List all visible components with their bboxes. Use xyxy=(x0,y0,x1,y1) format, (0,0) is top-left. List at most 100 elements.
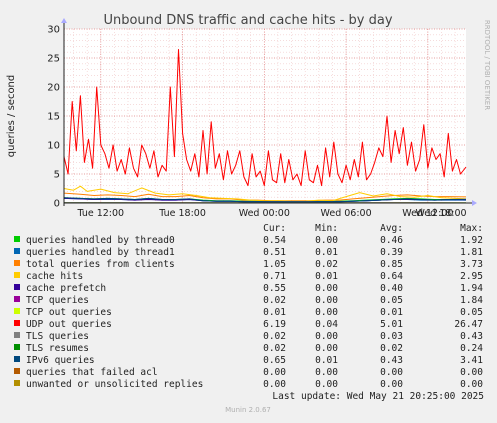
y-tick-label: 25 xyxy=(47,54,60,65)
legend-swatch xyxy=(14,260,20,266)
legend-series-name: cache hits xyxy=(26,271,83,282)
munin-version: Munin 2.0.67 xyxy=(225,406,271,414)
legend-value: 0.00 xyxy=(315,295,338,306)
x-tick-label: Wed 00:00 xyxy=(239,208,290,219)
legend-column-header: Cur: xyxy=(263,223,286,234)
legend-series-name: unwanted or unsolicited replies xyxy=(26,379,203,390)
x-axis-arrow xyxy=(472,200,477,206)
legend-value: 26.47 xyxy=(454,319,483,330)
legend-swatch xyxy=(14,356,20,362)
legend-value: 0.02 xyxy=(380,343,403,354)
legend-value: 0.64 xyxy=(380,271,403,282)
legend-swatch xyxy=(14,380,20,386)
legend-value: 6.19 xyxy=(263,319,286,330)
legend-value: 0.00 xyxy=(315,343,338,354)
legend-value: 0.04 xyxy=(315,319,338,330)
y-tick-label: 0 xyxy=(54,199,60,210)
legend-series-name: total queries from clients xyxy=(26,259,175,270)
legend-value: 0.51 xyxy=(263,247,286,258)
y-tick-label: 20 xyxy=(47,83,60,94)
legend-swatch xyxy=(14,368,20,374)
legend: Cur: Min: Avg: Max: queries handled by threa… xyxy=(14,223,483,390)
legend-value: 0.46 xyxy=(380,235,403,246)
legend-series-name: queries that failed acl xyxy=(26,367,158,378)
legend-value: 0.24 xyxy=(460,343,483,354)
legend-value: 1.94 xyxy=(460,283,483,294)
legend-value: 0.43 xyxy=(380,355,403,366)
legend-series-name: IPv6 queries xyxy=(26,355,95,366)
legend-value: 3.73 xyxy=(460,259,483,270)
legend-value: 0.00 xyxy=(315,379,338,390)
legend-series-name: TLS resumes xyxy=(26,343,89,354)
legend-swatch xyxy=(14,248,20,254)
legend-value: 0.01 xyxy=(315,271,338,282)
y-tick-label: 30 xyxy=(47,25,60,36)
legend-value: 0.05 xyxy=(380,295,403,306)
legend-value: 1.92 xyxy=(460,235,483,246)
x-tick-label: Wed 18:00 xyxy=(415,208,466,219)
legend-value: 0.01 xyxy=(315,247,338,258)
legend-swatch xyxy=(14,296,20,302)
legend-value: 0.05 xyxy=(460,307,483,318)
legend-series-name: TLS queries xyxy=(26,331,89,342)
legend-value: 0.39 xyxy=(380,247,403,258)
legend-value: 0.54 xyxy=(263,235,286,246)
x-tick-label: Tue 12:00 xyxy=(76,208,124,219)
y-axis-arrow xyxy=(61,18,67,23)
x-tick-label: Wed 06:00 xyxy=(321,208,372,219)
legend-swatch xyxy=(14,320,20,326)
legend-value: 5.01 xyxy=(380,319,403,330)
legend-value: 0.02 xyxy=(263,331,286,342)
legend-column-header: Min: xyxy=(315,223,338,234)
legend-series-name: queries handled by thread0 xyxy=(26,235,175,246)
legend-series-name: TCP out queries xyxy=(26,307,112,318)
legend-series-name: cache prefetch xyxy=(26,283,106,294)
y-tick-label: 10 xyxy=(47,141,60,152)
legend-value: 0.85 xyxy=(380,259,403,270)
legend-value: 0.43 xyxy=(460,331,483,342)
legend-value: 0.02 xyxy=(315,259,338,270)
legend-value: 0.00 xyxy=(315,235,338,246)
legend-value: 0.00 xyxy=(460,379,483,390)
legend-value: 0.55 xyxy=(263,283,286,294)
legend-value: 0.00 xyxy=(380,379,403,390)
legend-value: 0.00 xyxy=(263,379,286,390)
legend-value: 1.05 xyxy=(263,259,286,270)
last-update: Last update: Wed May 21 20:25:00 2025 xyxy=(272,391,484,402)
legend-value: 0.02 xyxy=(263,343,286,354)
legend-swatch xyxy=(14,344,20,350)
legend-series-name: TCP queries xyxy=(26,295,89,306)
legend-series-name: queries handled by thread1 xyxy=(26,247,175,258)
legend-value: 0.02 xyxy=(263,295,286,306)
legend-value: 0.00 xyxy=(263,367,286,378)
legend-value: 0.00 xyxy=(460,367,483,378)
x-tick-label: Tue 18:00 xyxy=(158,208,206,219)
y-tick-label: 5 xyxy=(54,170,60,181)
y-axis-label: queries / second xyxy=(6,75,17,157)
legend-value: 1.81 xyxy=(460,247,483,258)
legend-swatch xyxy=(14,308,20,314)
y-tick-label: 15 xyxy=(47,112,60,123)
legend-swatch xyxy=(14,272,20,278)
rrdtool-side-label: RRDTOOL / TOBI OETIKER xyxy=(483,20,491,110)
legend-value: 0.03 xyxy=(380,331,403,342)
legend-value: 0.40 xyxy=(380,283,403,294)
legend-value: 0.00 xyxy=(315,367,338,378)
legend-swatch xyxy=(14,332,20,338)
legend-value: 3.41 xyxy=(460,355,483,366)
legend-value: 2.95 xyxy=(460,271,483,282)
legend-value: 1.84 xyxy=(460,295,483,306)
legend-series-name: UDP out queries xyxy=(26,319,112,330)
legend-value: 0.00 xyxy=(380,367,403,378)
legend-column-header: Max: xyxy=(460,223,483,234)
legend-swatch xyxy=(14,284,20,290)
legend-column-header: Avg: xyxy=(380,223,403,234)
legend-swatch xyxy=(14,236,20,242)
legend-value: 0.01 xyxy=(380,307,403,318)
legend-value: 0.01 xyxy=(315,355,338,366)
legend-value: 0.71 xyxy=(263,271,286,282)
legend-value: 0.65 xyxy=(263,355,286,366)
legend-value: 0.00 xyxy=(315,307,338,318)
